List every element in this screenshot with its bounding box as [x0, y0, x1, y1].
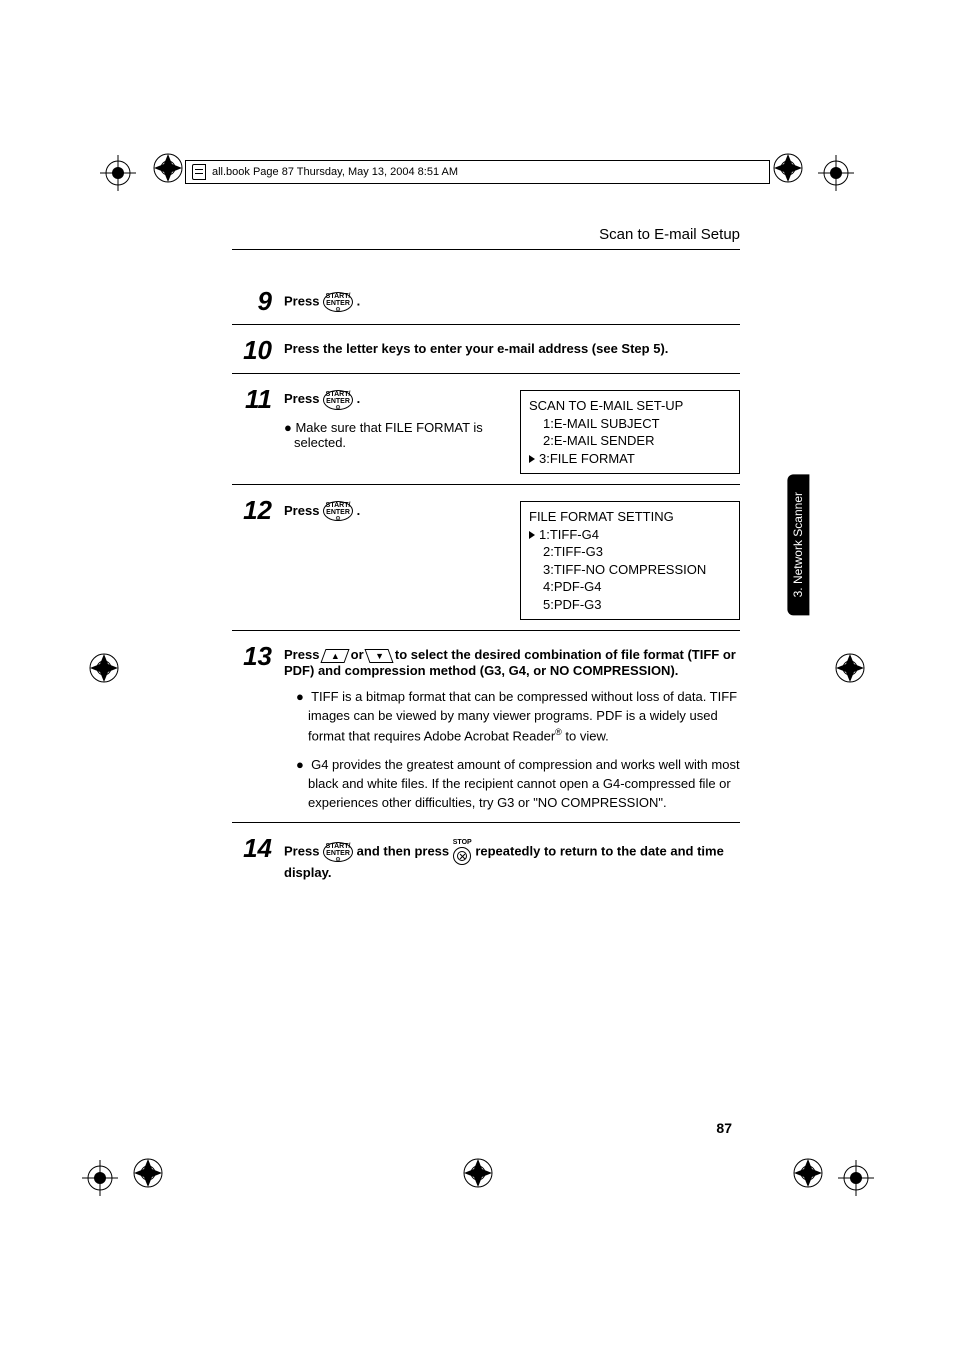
display-line-selected: 1:TIFF-G4	[529, 526, 731, 544]
step-13: 13 Press ▲ or ▼ to select the desired co…	[232, 645, 740, 812]
display-line: 4:PDF-G4	[529, 578, 731, 596]
bullet-dot-icon: ●	[296, 689, 311, 704]
print-header-bar: all.book Page 87 Thursday, May 13, 2004 …	[185, 160, 770, 184]
keycap-dot: ⊙	[336, 516, 341, 522]
display-line: 1:E-MAIL SUBJECT	[529, 415, 731, 433]
step-text-a: Press	[284, 647, 323, 662]
step-paragraph: ● TIFF is a bitmap format that can be co…	[296, 688, 740, 746]
step-text-b: .	[357, 293, 361, 308]
keycap-line2: ENTER	[326, 398, 350, 405]
page-number: 87	[716, 1120, 732, 1136]
step-number: 10	[232, 337, 272, 363]
step-text-a: Press	[284, 844, 323, 859]
keycap-line2: ENTER	[326, 300, 350, 307]
display-line-selected: 3:FILE FORMAT	[529, 450, 731, 468]
keycap-line1: START/	[326, 502, 351, 509]
reg-mark-bot-left-inner	[130, 1155, 166, 1191]
paragraph-text: TIFF is a bitmap format that can be comp…	[308, 689, 737, 743]
arrow-up-key-icon: ▲	[320, 649, 349, 663]
keycap-dot: ⊙	[336, 857, 341, 863]
step-9: 9 Press START/ ENTER ⊙ .	[232, 290, 740, 314]
reg-mark-bot-right-outer	[838, 1160, 874, 1196]
reg-mark-mid-right	[832, 650, 868, 686]
step-number: 14	[232, 835, 272, 861]
keycap-line1: START/	[326, 391, 351, 398]
step-divider	[232, 822, 740, 823]
start-enter-key-icon: START/ ENTER ⊙	[323, 292, 353, 312]
step-body: Press ▲ or ▼ to select the desired combi…	[284, 645, 740, 812]
display-line-text: 3:FILE FORMAT	[539, 451, 635, 466]
display-line: 5:PDF-G3	[529, 596, 731, 614]
display-line: SCAN TO E-MAIL SET-UP	[529, 397, 731, 415]
step-10: 10 Press the letter keys to enter your e…	[232, 339, 740, 363]
stop-key-icon: STOP	[453, 839, 472, 865]
step-body: Press START/ ENTER ⊙ . ● Make sure that …	[284, 388, 740, 474]
display-line: FILE FORMAT SETTING	[529, 508, 731, 526]
step-bullet: ● Make sure that FILE FORMAT is selected…	[284, 420, 500, 450]
start-enter-key-icon: START/ ENTER ⊙	[323, 842, 353, 862]
keycap-dot: ⊙	[336, 405, 341, 411]
step-12: 12 Press START/ ENTER ⊙ . FILE FORMA	[232, 499, 740, 620]
registered-mark: ®	[555, 727, 562, 737]
reg-mark-top-right-inner	[770, 150, 806, 186]
start-enter-key-icon: START/ ENTER ⊙	[323, 501, 353, 521]
lcd-display: FILE FORMAT SETTING 1:TIFF-G4 2:TIFF-G3 …	[520, 501, 740, 620]
title-rule	[232, 249, 740, 250]
reg-mark-bot-left-outer	[82, 1160, 118, 1196]
step-number: 11	[232, 386, 272, 412]
keycap-line2: ENTER	[326, 509, 350, 516]
bullet-dot-icon: ●	[296, 757, 311, 772]
keycap-line1: START/	[326, 843, 351, 850]
arrow-right-icon	[529, 531, 535, 539]
step-number: 12	[232, 497, 272, 523]
step-body: Press START/ ENTER ⊙ and then press STOP…	[284, 837, 740, 880]
keycap-dot: ⊙	[336, 307, 341, 313]
section-title: Scan to E-mail Setup	[232, 226, 740, 243]
step-text-a: Press	[284, 391, 323, 406]
step-body: Press the letter keys to enter your e-ma…	[284, 339, 740, 356]
step-number: 13	[232, 643, 272, 669]
step-divider	[232, 630, 740, 631]
stop-label: STOP	[453, 839, 472, 846]
step-body: Press START/ ENTER ⊙ .	[284, 290, 740, 312]
reg-mark-top-left-outer	[100, 155, 136, 191]
step-14: 14 Press START/ ENTER ⊙ and then press S…	[232, 837, 740, 880]
reg-mark-bot-center	[460, 1155, 496, 1191]
arrow-down-key-icon: ▼	[365, 649, 394, 663]
page-content: Scan to E-mail Setup 9 Press START/ ENTE…	[232, 226, 740, 890]
display-line-text: 1:TIFF-G4	[539, 527, 599, 542]
reg-mark-top-right-outer	[818, 155, 854, 191]
chapter-tab: 3. Network Scanner	[787, 474, 809, 615]
book-spine-icon	[192, 164, 206, 180]
reg-mark-mid-left	[86, 650, 122, 686]
print-header-text: all.book Page 87 Thursday, May 13, 2004 …	[212, 166, 458, 178]
reg-mark-bot-right-inner	[790, 1155, 826, 1191]
step-body: Press START/ ENTER ⊙ . FILE FORMAT SETTI…	[284, 499, 740, 620]
step-text-b: .	[357, 391, 361, 406]
display-line: 3:TIFF-NO COMPRESSION	[529, 561, 731, 579]
arrow-right-icon	[529, 455, 535, 463]
lcd-display: SCAN TO E-MAIL SET-UP 1:E-MAIL SUBJECT 2…	[520, 390, 740, 474]
paragraph-tail: to view.	[562, 728, 609, 743]
step-text-b: .	[357, 503, 361, 518]
step-divider	[232, 484, 740, 485]
start-enter-key-icon: START/ ENTER ⊙	[323, 390, 353, 410]
step-text-b: and then press	[357, 844, 453, 859]
step-text-a: Press	[284, 503, 323, 518]
step-divider	[232, 373, 740, 374]
step-number: 9	[232, 288, 272, 314]
step-11: 11 Press START/ ENTER ⊙ . ● Make sure th…	[232, 388, 740, 474]
reg-mark-top-left-inner	[150, 150, 186, 186]
display-line: 2:E-MAIL SENDER	[529, 432, 731, 450]
keycap-line2: ENTER	[326, 850, 350, 857]
step-text-a: Press	[284, 293, 323, 308]
display-line: 2:TIFF-G3	[529, 543, 731, 561]
paragraph-text: G4 provides the greatest amount of compr…	[308, 757, 740, 810]
keycap-line1: START/	[326, 293, 351, 300]
step-paragraph: ● G4 provides the greatest amount of com…	[296, 756, 740, 813]
step-divider	[232, 324, 740, 325]
